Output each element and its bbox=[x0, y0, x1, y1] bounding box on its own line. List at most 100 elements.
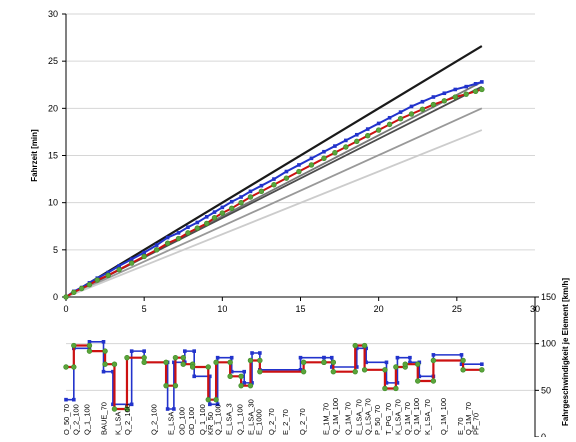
speed-series-1-point bbox=[180, 361, 186, 367]
speed-series-1-point bbox=[124, 406, 130, 412]
route-element-label: E_LSA_30 bbox=[246, 399, 255, 435]
travel-time-series-5-point bbox=[204, 215, 209, 219]
route-element-label: Q_2_70 bbox=[267, 408, 276, 435]
speed-series-1-point bbox=[238, 373, 244, 380]
travel-time-series-5-point bbox=[333, 144, 337, 148]
route-element-label: O_50_70 bbox=[62, 404, 71, 435]
travel-time-series-6-point bbox=[271, 182, 277, 188]
route-element-label: Q_2_70 bbox=[298, 408, 307, 435]
speed-series-0-point bbox=[72, 397, 76, 402]
speed-series-1-point bbox=[63, 364, 69, 370]
travel-time-series-6-point bbox=[63, 294, 69, 300]
y-tick-label: 25 bbox=[48, 56, 58, 66]
y-axis-title-travel-time: Fahrzeit [min] bbox=[30, 129, 39, 182]
speed-series-0-point bbox=[364, 360, 368, 365]
speed-series-1-point bbox=[71, 364, 77, 370]
speed-series-0-point bbox=[172, 407, 176, 411]
y-axis-title-speed: Fahrgeschwindigkeit je Element [km/h] bbox=[561, 278, 570, 426]
travel-time-series-5-point bbox=[464, 84, 469, 89]
travel-time-series-5-point bbox=[195, 220, 200, 225]
speed-series-1-point bbox=[205, 364, 211, 370]
travel-time-series-6-point bbox=[238, 199, 244, 206]
route-element-label: Q_1_100 bbox=[236, 404, 245, 435]
speed-series-1-point bbox=[415, 378, 421, 384]
x-tick-label: 0 bbox=[63, 304, 68, 314]
travel-time-series-6-point bbox=[354, 138, 360, 145]
y-tick-label: 30 bbox=[48, 9, 58, 19]
speed-series-1-point bbox=[361, 367, 368, 373]
speed-series-1-point bbox=[321, 359, 327, 366]
speed-series-1-point bbox=[330, 368, 337, 375]
x-tick-label: 15 bbox=[295, 304, 305, 314]
travel-time-series-6-point bbox=[332, 149, 338, 156]
travel-time-series-5-point bbox=[248, 189, 253, 194]
speed-series-0-point bbox=[165, 407, 170, 411]
speed-series-0-point bbox=[183, 349, 187, 353]
speed-series-1-point bbox=[213, 359, 219, 366]
tick-labels-group: 0 5 10 15 20 25 30 0 5 10 15 20 25 30 0 50 100 150 O_50_70… bbox=[48, 9, 556, 442]
route-element-label: Q_1_100 bbox=[82, 404, 91, 435]
x-tick-label: 20 bbox=[374, 304, 384, 314]
speed-series-0-point bbox=[215, 402, 220, 407]
travel-time-series-6-point bbox=[408, 111, 415, 117]
speed-series-0-point bbox=[242, 369, 247, 374]
speed-series-0-point bbox=[101, 369, 106, 374]
route-element-label: Q_LSA_70 bbox=[364, 398, 373, 435]
travel-time-series-5-point bbox=[284, 169, 289, 174]
speed-series-1-point bbox=[247, 382, 254, 389]
series-group bbox=[63, 45, 485, 412]
route-element-label: Q_1_100 bbox=[198, 404, 207, 435]
route-element-label: E_70 bbox=[456, 417, 465, 435]
travel-time-series-5-point bbox=[309, 156, 314, 161]
route-element-label: E_LSA_3 bbox=[225, 403, 234, 435]
travel-time-series-5-point bbox=[117, 264, 121, 268]
speed-series-1-point bbox=[205, 396, 211, 403]
speed-series-0-point bbox=[87, 340, 92, 344]
speed-series-0-point bbox=[459, 353, 464, 357]
travel-time-series-6-point bbox=[164, 240, 171, 246]
x-tick-label: 30 bbox=[530, 304, 540, 314]
y-tick-label: 0 bbox=[53, 292, 58, 302]
travel-time-series-6-point bbox=[71, 289, 77, 295]
travel-time-series-5-point bbox=[106, 270, 111, 275]
speed-series-1-point bbox=[393, 385, 399, 392]
speed-series-0-point bbox=[208, 374, 212, 379]
speed-series-1-point bbox=[86, 348, 93, 354]
travel-time-series-6-point bbox=[375, 127, 382, 133]
travel-time-series-6-point bbox=[283, 175, 290, 181]
speed-series-0-point bbox=[364, 346, 368, 351]
speed-series-1-point bbox=[172, 354, 179, 361]
route-element-label: K_LSA bbox=[114, 412, 123, 435]
speed-series-1-point bbox=[247, 357, 254, 364]
travel-time-series-5-point bbox=[376, 121, 381, 126]
speed-series-0-point bbox=[111, 369, 115, 374]
route-element-label: Q_2_100 bbox=[71, 404, 80, 435]
route-element-label: Q_1M_70 bbox=[403, 402, 412, 435]
x-tick-label: 10 bbox=[217, 304, 227, 314]
travel-time-series-6-point bbox=[343, 144, 349, 150]
route-element-label: PF_70 bbox=[472, 413, 481, 435]
speed-series-1-point bbox=[141, 354, 147, 361]
y2-tick-label: 50 bbox=[541, 385, 551, 395]
y-tick-label: 20 bbox=[48, 103, 58, 113]
x-tick-label: 5 bbox=[142, 304, 147, 314]
route-element-label: E_LSA_70 bbox=[354, 399, 363, 435]
travel-time-series-6-point bbox=[365, 132, 371, 139]
route-element-label: P_50_70 bbox=[373, 405, 382, 435]
travel-time-series-5-point bbox=[480, 80, 484, 84]
travel-time-series-6-line bbox=[65, 88, 483, 298]
travel-time-series-5-point bbox=[212, 210, 217, 214]
y-tick-label: 10 bbox=[48, 198, 58, 208]
travel-time-series-5-point bbox=[365, 127, 370, 131]
speed-series-0-point bbox=[354, 346, 359, 351]
speed-series-1-point bbox=[460, 357, 466, 364]
route-element-label: K_LSA_70 bbox=[393, 399, 402, 435]
speed-series-1-point bbox=[479, 367, 485, 373]
speed-series-1-point bbox=[111, 406, 118, 412]
speed-series-1-point bbox=[227, 373, 233, 380]
travel-time-series-6-point bbox=[211, 215, 218, 221]
travel-time-series-6-point bbox=[258, 188, 265, 195]
axes-group bbox=[62, 13, 539, 438]
